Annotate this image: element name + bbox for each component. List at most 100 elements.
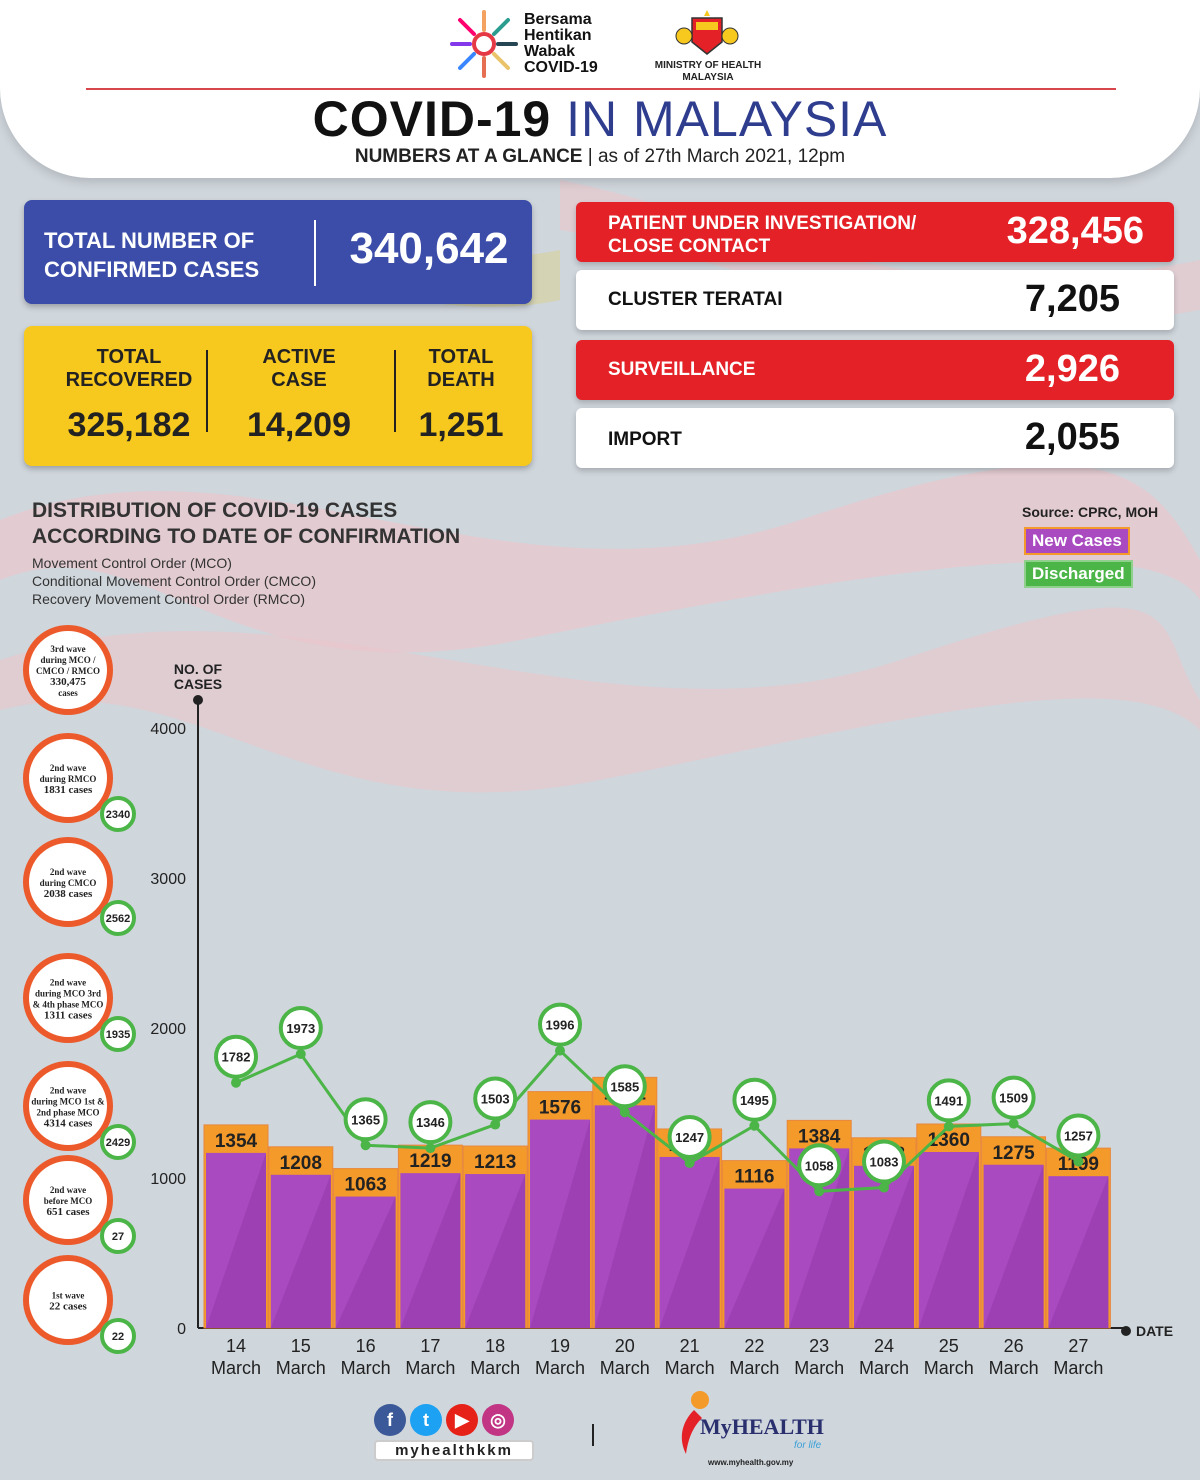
myhealth-tagline: for life (794, 1440, 822, 1451)
new-cases-bar (1048, 1176, 1109, 1328)
discharged-label: 1346 (416, 1115, 445, 1130)
youtube-icon[interactable]: ▶ (446, 1404, 478, 1436)
import-value: 2,055 (1024, 416, 1120, 458)
bar-shade (789, 1148, 850, 1328)
new-cases-bar (465, 1174, 526, 1328)
campaign-line-1: Bersama (524, 11, 592, 28)
discharged-bubble (214, 1034, 258, 1079)
discharged-point (879, 1182, 889, 1193)
discharged-bubble (862, 1139, 906, 1184)
bar-shade (1048, 1176, 1109, 1328)
discharged-label: 1996 (546, 1018, 575, 1033)
wave-discharged-label: 22 (112, 1331, 124, 1343)
x-tick-day: 24 (874, 1336, 894, 1356)
new-cases-bar (918, 1152, 979, 1328)
social-handle[interactable]: myhealthkkm (374, 1440, 534, 1461)
new-cases-label: 1275 (992, 1143, 1035, 1164)
chart-title: DISTRIBUTION OF COVID-19 CASES ACCORDING… (32, 498, 460, 550)
wave-circle (23, 625, 113, 715)
recovered-label-line-1: TOTAL (96, 346, 162, 368)
wave-discharged-label: 1935 (106, 1029, 130, 1041)
wave-text: 3rd wave (50, 644, 85, 654)
ministry-line-1: MINISTRY OF HEALTH (654, 60, 762, 71)
x-tick-day: 14 (226, 1336, 246, 1356)
discharged-label: 1503 (481, 1092, 510, 1107)
death-label-line-2: DEATH (427, 369, 495, 391)
discharged-bubble (797, 1143, 842, 1188)
pui-label-line-1: PATIENT UNDER INVESTIGATION/ (608, 213, 917, 234)
myhealth-name: MyHEALTH (700, 1414, 824, 1439)
death-column: TOTAL DEATH 1,251 (404, 346, 518, 445)
cluster-value: 7,205 (1024, 278, 1120, 320)
x-tick-month: March (1053, 1358, 1103, 1378)
new-cases-bar (983, 1164, 1044, 1328)
x-axis-label: DATE (1136, 1323, 1173, 1339)
title-part-2: IN MALAYSIA (566, 91, 888, 147)
discharged-label: 1585 (610, 1079, 639, 1094)
wave-text: cases (58, 688, 78, 698)
x-tick-month: March (341, 1358, 391, 1378)
new-cases-label: 1063 (344, 1175, 386, 1196)
active-label-line-2: CASE (271, 369, 327, 391)
discharged-point (231, 1077, 241, 1088)
header: Bersama Hentikan Wabak COVID-19 MINISTRY… (0, 0, 1200, 178)
pui-label-line-2: CLOSE CONTACT (608, 236, 771, 257)
facebook-icon[interactable]: f (374, 1404, 406, 1436)
x-tick-day: 25 (939, 1336, 959, 1356)
ministry-label: MINISTRY OF HEALTH MALAYSIA (640, 60, 776, 84)
header-divider (86, 88, 1116, 90)
confirmed-label: TOTAL NUMBER OF CONFIRMED CASES (44, 226, 284, 284)
new-cases-label: 1576 (539, 1098, 581, 1119)
wave-text: during MCO / (40, 655, 96, 665)
x-axis-end-dot (1121, 1326, 1131, 1336)
confirmed-value: 340,642 (349, 224, 509, 273)
x-tick-day: 15 (291, 1336, 311, 1356)
discharged-point (295, 1049, 306, 1060)
x-tick-day: 17 (420, 1336, 440, 1356)
active-value: 14,209 (247, 406, 351, 444)
new-cases-bar (854, 1165, 914, 1328)
source-note: Source: CPRC, MOH (1022, 504, 1159, 520)
death-value: 1,251 (418, 406, 504, 444)
campaign-text: Bersama Hentikan Wabak COVID-19 (524, 12, 598, 76)
wave-text: 2nd phase MCO (36, 1108, 99, 1118)
y-tick-label: 3000 (150, 871, 186, 888)
recovered-label-line-2: RECOVERED (65, 369, 193, 391)
cmco-note: Conditional Movement Control Order (CMCO… (32, 573, 316, 589)
page-title: COVID-19 IN MALAYSIA (0, 90, 1200, 148)
new-cases-bar (724, 1188, 785, 1328)
import-label: IMPORT (608, 429, 682, 450)
bar-shade (983, 1164, 1044, 1328)
wave-circle (23, 1061, 113, 1151)
subtitle-bold: NUMBERS AT A GLANCE (354, 146, 583, 167)
legend-discharged: Discharged (1024, 560, 1133, 588)
discharged-point (360, 1140, 371, 1151)
instagram-icon[interactable]: ◎ (482, 1404, 514, 1436)
x-tick-day: 21 (680, 1336, 700, 1356)
y-tick-label: 0 (177, 1321, 186, 1338)
mco-note: Movement Control Order (MCO) (32, 555, 232, 571)
discharged-point (555, 1045, 565, 1056)
death-label-line-1: TOTAL (428, 346, 494, 368)
x-tick-day: 27 (1068, 1336, 1088, 1356)
pui-card: PATIENT UNDER INVESTIGATION/ CLOSE CONTA… (576, 202, 1174, 262)
myhealth-logo[interactable]: MyHEALTH for life www.myhealth.gov.my (672, 1388, 832, 1468)
active-label-line-1: ACTIVE (262, 346, 336, 368)
x-tick-month: March (794, 1358, 844, 1378)
x-tick-month: March (600, 1358, 650, 1378)
bar-shade (270, 1174, 331, 1328)
wave-circle (23, 837, 113, 927)
y-axis-label-line-2: CASES (174, 676, 222, 692)
discharged-point (684, 1157, 695, 1168)
x-tick-day: 26 (1004, 1336, 1024, 1356)
x-tick-month: March (989, 1358, 1039, 1378)
new-cases-label: 1384 (798, 1126, 841, 1147)
discharged-point (943, 1121, 954, 1132)
wave-circle (23, 1155, 113, 1245)
cluster-label: CLUSTER TERATAI (608, 289, 783, 310)
legend-new-cases: New Cases (1024, 527, 1130, 555)
wave-circle (23, 1255, 113, 1345)
twitter-icon[interactable]: t (410, 1404, 442, 1436)
bar-shade (335, 1196, 396, 1328)
